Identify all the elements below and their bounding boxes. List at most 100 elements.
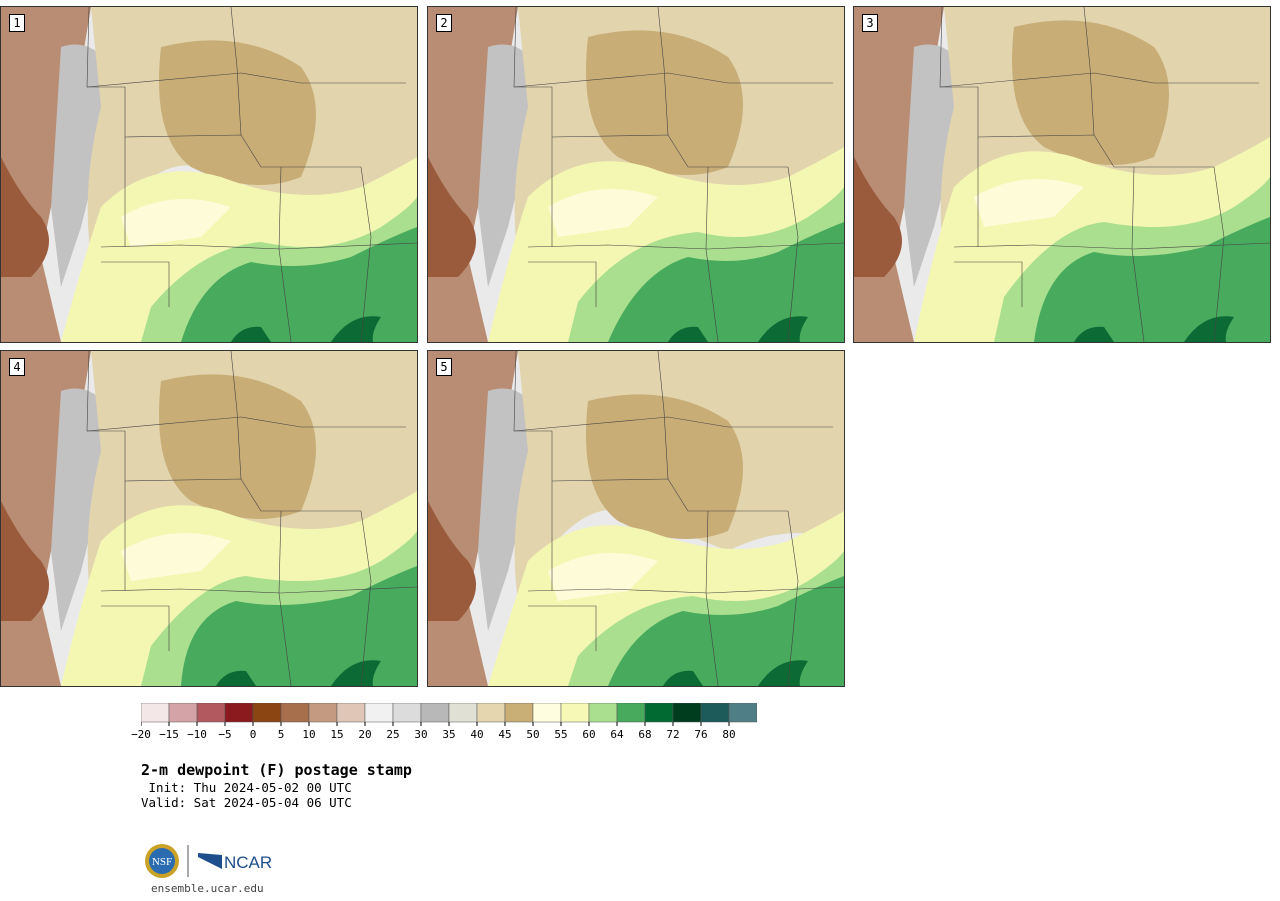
mountain-dry-region (854, 157, 902, 277)
colorbar-swatch (280, 703, 310, 723)
colorbar-swatch (224, 703, 254, 723)
dark-green-region (1074, 316, 1234, 342)
state-boundary (100, 586, 417, 594)
mountain-dry-region (1, 157, 49, 277)
gray-band (51, 388, 111, 631)
colorbar-swatch (644, 703, 674, 723)
state-boundary (100, 242, 417, 250)
colorbar-tick-label: 10 (302, 728, 316, 741)
state-boundary (939, 7, 979, 247)
colorbar-swatch (448, 703, 478, 723)
logos: NSF NCAR (145, 844, 272, 878)
colorbar-tick-label: 80 (722, 728, 736, 741)
colorbar-swatch (392, 703, 422, 723)
state-boundary (86, 7, 126, 247)
colorbar-swatch (728, 703, 757, 723)
colorbar-swatch (504, 703, 534, 723)
state-boundary (657, 351, 669, 480)
colorbar-swatch (308, 703, 338, 723)
state-boundary (124, 478, 361, 512)
dark-green-region (231, 316, 381, 342)
colorbar-tick-label: 60 (582, 728, 596, 741)
valid-time: Valid: Sat 2024-05-04 06 UTC (141, 795, 352, 810)
state-boundary (787, 166, 799, 342)
state-boundary (513, 416, 833, 432)
state-boundary (86, 72, 406, 88)
dewpoint-map-5 (428, 351, 844, 686)
colorbar-swatch (364, 703, 394, 723)
panel-2: 2 (427, 6, 845, 343)
colorbar-tick-label: 25 (386, 728, 400, 741)
state-boundary (657, 7, 669, 136)
state-boundary (1213, 166, 1225, 342)
state-boundary (1131, 166, 1145, 342)
ncar-logo: NCAR (198, 853, 272, 872)
green-region (608, 576, 844, 686)
mountain-dry-region (428, 157, 476, 277)
colorbar-tick-label: 0 (249, 728, 257, 741)
cream-region (548, 189, 658, 237)
state-boundary (86, 416, 406, 432)
colorbar-swatch (252, 703, 282, 723)
dry-tan-region (586, 394, 743, 539)
state-boundary (124, 134, 361, 168)
colorbar-tick-label: 50 (526, 728, 540, 741)
colorbar-swatch (168, 703, 198, 723)
panel-number-3: 3 (862, 14, 878, 32)
nsf-logo-text: NSF (152, 856, 172, 868)
colorbar-tick-label: 5 (277, 728, 285, 741)
init-time: Init: Thu 2024-05-02 00 UTC (141, 780, 352, 795)
panel-number-1: 1 (9, 14, 25, 32)
colorbar-tick-label: 20 (358, 728, 372, 741)
dark-green-region (216, 660, 381, 686)
nsf-logo: NSF (145, 844, 179, 878)
state-boundary (101, 261, 170, 307)
colorbar-swatch (476, 703, 506, 723)
dark-green-region (663, 660, 808, 686)
state-boundary (527, 242, 844, 250)
panel-1: 1 (0, 6, 418, 343)
panel-4: 4 (0, 350, 418, 687)
colorbar-tick-label: −5 (218, 728, 232, 741)
panel-number-2: 2 (436, 14, 452, 32)
state-boundary (278, 510, 292, 686)
colorbar-swatch (672, 703, 702, 723)
mountain-dry-region (1, 501, 49, 621)
ncar-logo-text: NCAR (224, 853, 272, 872)
colorbar (141, 703, 757, 726)
gray-band (478, 388, 538, 631)
panel-number-4: 4 (9, 358, 25, 376)
state-boundary (705, 510, 719, 686)
colorbar-swatch (700, 703, 730, 723)
colorbar-tick-label: 35 (442, 728, 456, 741)
state-boundary (977, 134, 1214, 168)
state-boundary (230, 7, 242, 136)
state-boundary (513, 351, 553, 591)
colorbar-swatch (336, 703, 366, 723)
colorbar-tick-label: 72 (666, 728, 680, 741)
state-boundary (513, 7, 553, 247)
dark-green-region (668, 316, 808, 342)
colorbar-tick-label: 15 (330, 728, 344, 741)
dry-tan-region (159, 40, 316, 186)
colorbar-tick-label: −20 (131, 728, 151, 741)
colorbar-swatch (532, 703, 562, 723)
state-boundary (551, 478, 788, 512)
panel-5: 5 (427, 350, 845, 687)
colorbar-tick-label: 64 (610, 728, 624, 741)
site-url: ensemble.ucar.edu (151, 882, 264, 895)
dewpoint-map-3 (854, 7, 1270, 342)
colorbar-swatch (420, 703, 450, 723)
state-boundary (939, 72, 1259, 88)
state-boundary (360, 510, 372, 686)
state-boundary (953, 242, 1270, 250)
state-boundary (1083, 7, 1095, 136)
dewpoint-map-2 (428, 7, 844, 342)
state-boundary (360, 166, 372, 342)
state-boundary (528, 605, 597, 651)
colorbar-swatch (141, 703, 170, 723)
colorbar-tick-label: 45 (498, 728, 512, 741)
dry-tan-region (1012, 20, 1169, 166)
green-region (181, 227, 417, 342)
mountain-dry-region (428, 501, 476, 621)
